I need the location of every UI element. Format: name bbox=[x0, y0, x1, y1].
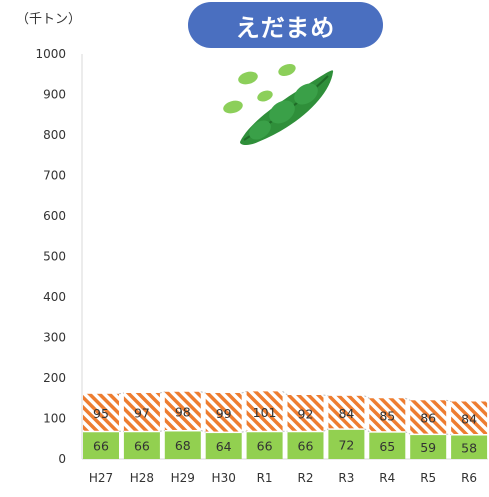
data-label: 92 bbox=[298, 407, 314, 422]
bar-segment-green bbox=[164, 431, 201, 459]
bar-segment-striped bbox=[83, 393, 119, 431]
bar-segment-striped bbox=[410, 400, 447, 434]
connector-line bbox=[405, 397, 411, 401]
connector-line bbox=[200, 429, 206, 433]
y-tick-label: 100 bbox=[43, 412, 66, 426]
bar-segment-green bbox=[246, 432, 283, 459]
connector-line bbox=[118, 392, 124, 395]
y-tick-label: 700 bbox=[43, 169, 66, 183]
connector-line bbox=[364, 428, 370, 433]
y-tick-label: 600 bbox=[43, 209, 66, 223]
data-label: 101 bbox=[253, 405, 277, 420]
bar-segment-green bbox=[328, 429, 365, 459]
bar-segment-striped bbox=[287, 395, 324, 431]
x-tick-label: H30 bbox=[212, 471, 236, 485]
y-tick-label: 300 bbox=[43, 331, 66, 345]
y-tick-label: 1000 bbox=[35, 47, 66, 61]
data-labels: 66 95 66 97 68 98 64 99 66 101 66 92 72 84 65 85 59 86 58 8… bbox=[93, 405, 477, 456]
y-tick-label: 500 bbox=[43, 250, 66, 264]
x-tick-label: R3 bbox=[338, 471, 354, 485]
x-tick-label: R5 bbox=[420, 471, 436, 485]
connector-line bbox=[282, 390, 288, 396]
connector-line bbox=[241, 430, 247, 433]
bar-segment-striped bbox=[205, 392, 242, 432]
data-label: 97 bbox=[134, 406, 150, 421]
y-tick-label: 0 bbox=[58, 452, 66, 466]
data-label: 66 bbox=[134, 439, 150, 454]
bar-segment-striped bbox=[123, 392, 160, 431]
connector-line bbox=[159, 429, 165, 432]
y-tick-label: 900 bbox=[43, 88, 66, 102]
data-label: 72 bbox=[338, 437, 354, 452]
bar-segment-striped bbox=[451, 401, 488, 435]
connector-line bbox=[364, 395, 370, 399]
data-label: 66 bbox=[298, 439, 314, 454]
bar-segment-green bbox=[287, 432, 324, 459]
bar-segment-green bbox=[83, 432, 119, 459]
bar-segment-striped bbox=[328, 395, 365, 429]
data-label: 68 bbox=[175, 438, 191, 453]
bar-segment-striped bbox=[246, 391, 283, 431]
connector-line bbox=[200, 391, 206, 394]
x-tick-label: R1 bbox=[257, 471, 273, 485]
x-tick-label: R2 bbox=[298, 471, 314, 485]
connector-line bbox=[241, 390, 247, 394]
bar-segment-green bbox=[451, 435, 488, 459]
connector-lines bbox=[118, 390, 452, 436]
y-axis-unit-label: （千トン） bbox=[16, 12, 82, 27]
data-label: 86 bbox=[420, 411, 436, 426]
data-label: 66 bbox=[93, 439, 109, 454]
data-label: 95 bbox=[93, 406, 109, 421]
x-tick-label: R4 bbox=[379, 471, 395, 485]
y-tick-label: 400 bbox=[43, 290, 66, 304]
connector-line bbox=[405, 431, 411, 435]
bar-segment-green bbox=[410, 435, 447, 459]
edamame-pod-icon bbox=[223, 63, 334, 145]
data-label: 59 bbox=[420, 440, 436, 455]
bar-segment-striped bbox=[164, 391, 201, 430]
data-label: 84 bbox=[338, 406, 354, 421]
bar-segment-striped bbox=[369, 398, 406, 432]
data-label: 99 bbox=[216, 406, 232, 421]
bar-segment-green bbox=[369, 432, 406, 459]
data-label: 66 bbox=[257, 439, 273, 454]
connector-line bbox=[159, 391, 165, 394]
x-tick-labels: H27 H28 H29 H30 R1 R2 R3 R4 R5 R6 bbox=[89, 471, 477, 485]
data-label: 84 bbox=[461, 412, 477, 427]
chart-title: えだまめ bbox=[188, 2, 383, 48]
y-tick-label: 800 bbox=[43, 128, 66, 142]
data-label: 85 bbox=[379, 408, 395, 423]
connector-line bbox=[323, 428, 329, 432]
connector-line bbox=[446, 399, 452, 402]
y-tick-labels: 0 100 200 300 400 500 600 700 800 900 1000 bbox=[35, 47, 66, 466]
bar-segment-green bbox=[123, 432, 160, 459]
bars bbox=[83, 391, 488, 459]
x-tick-label: R6 bbox=[461, 471, 477, 485]
connector-line bbox=[323, 394, 329, 397]
data-label: 58 bbox=[461, 440, 477, 455]
data-label: 64 bbox=[216, 439, 232, 454]
data-label: 98 bbox=[175, 405, 191, 420]
y-tick-label: 200 bbox=[43, 371, 66, 385]
x-tick-label: H28 bbox=[130, 471, 154, 485]
x-tick-label: H29 bbox=[171, 471, 195, 485]
bar-segment-green bbox=[205, 433, 242, 459]
x-tick-label: H27 bbox=[89, 471, 113, 485]
data-label: 65 bbox=[379, 439, 395, 454]
